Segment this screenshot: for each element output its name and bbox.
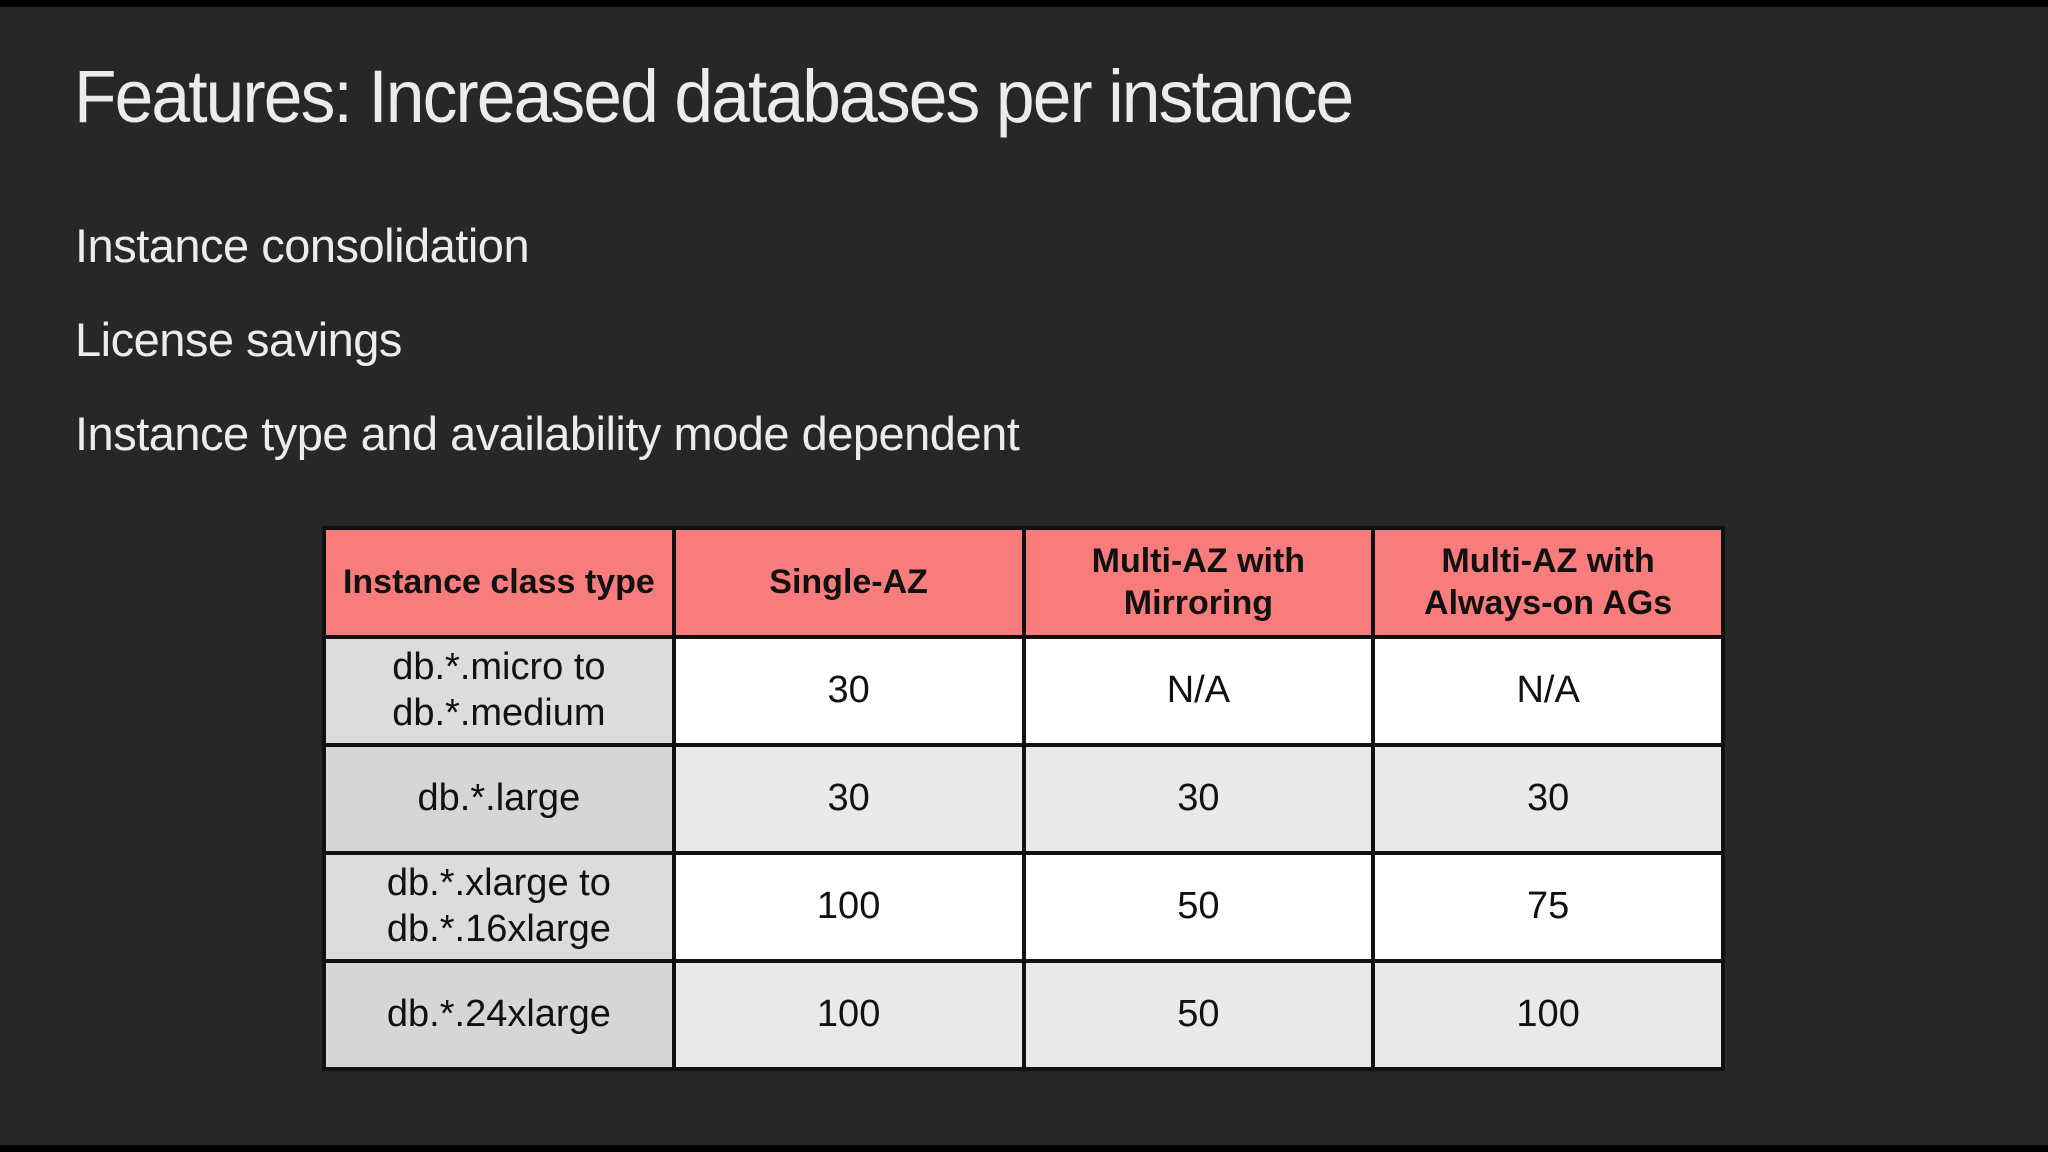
bottom-letterbox-bar — [0, 1145, 2048, 1152]
value-cell: 30 — [671, 635, 1026, 747]
bullet-license-savings: License savings — [75, 313, 402, 366]
table-row: db.*.xlarge to db.*.16xlarge 100 50 75 — [322, 851, 1725, 963]
header-multi-az-mirroring: Multi-AZ with Mirroring — [1021, 526, 1376, 639]
value-cell: 30 — [671, 743, 1026, 855]
value-cell: 50 — [1021, 851, 1376, 963]
value-cell: 30 — [1021, 743, 1376, 855]
value-cell: 100 — [671, 959, 1026, 1071]
value-cell: N/A — [1371, 635, 1725, 747]
table-row: db.*.large 30 30 30 — [322, 743, 1725, 855]
row-label-cell: db.*.micro to db.*.medium — [322, 635, 676, 747]
value-cell: 100 — [1371, 959, 1725, 1071]
row-label-cell: db.*.24xlarge — [322, 959, 676, 1071]
slide-title: Features: Increased databases per instan… — [74, 55, 1354, 138]
header-single-az: Single-AZ — [671, 526, 1026, 639]
value-cell: 30 — [1371, 743, 1725, 855]
bullet-list: Instance consolidation License savings I… — [75, 219, 1020, 504]
value-cell: 100 — [671, 851, 1026, 963]
header-multi-az-always-on-ags: Multi-AZ with Always-on AGs — [1371, 526, 1725, 639]
value-cell: N/A — [1021, 635, 1376, 747]
table-row: db.*.micro to db.*.medium 30 N/A N/A — [322, 635, 1725, 747]
value-cell: 75 — [1371, 851, 1725, 963]
databases-per-instance-table: Instance class type Single-AZ Multi-AZ w… — [322, 526, 1725, 1071]
value-cell: 50 — [1021, 959, 1376, 1071]
header-instance-class-type: Instance class type — [322, 526, 676, 639]
bullet-availability-dependent: Instance type and availability mode depe… — [75, 407, 1020, 460]
row-label-cell: db.*.xlarge to db.*.16xlarge — [322, 851, 676, 963]
top-letterbox-bar — [0, 0, 2048, 7]
bullet-instance-consolidation: Instance consolidation — [75, 219, 530, 272]
table-row: db.*.24xlarge 100 50 100 — [322, 959, 1725, 1071]
table-header-row: Instance class type Single-AZ Multi-AZ w… — [322, 526, 1725, 639]
row-label-cell: db.*.large — [322, 743, 676, 855]
